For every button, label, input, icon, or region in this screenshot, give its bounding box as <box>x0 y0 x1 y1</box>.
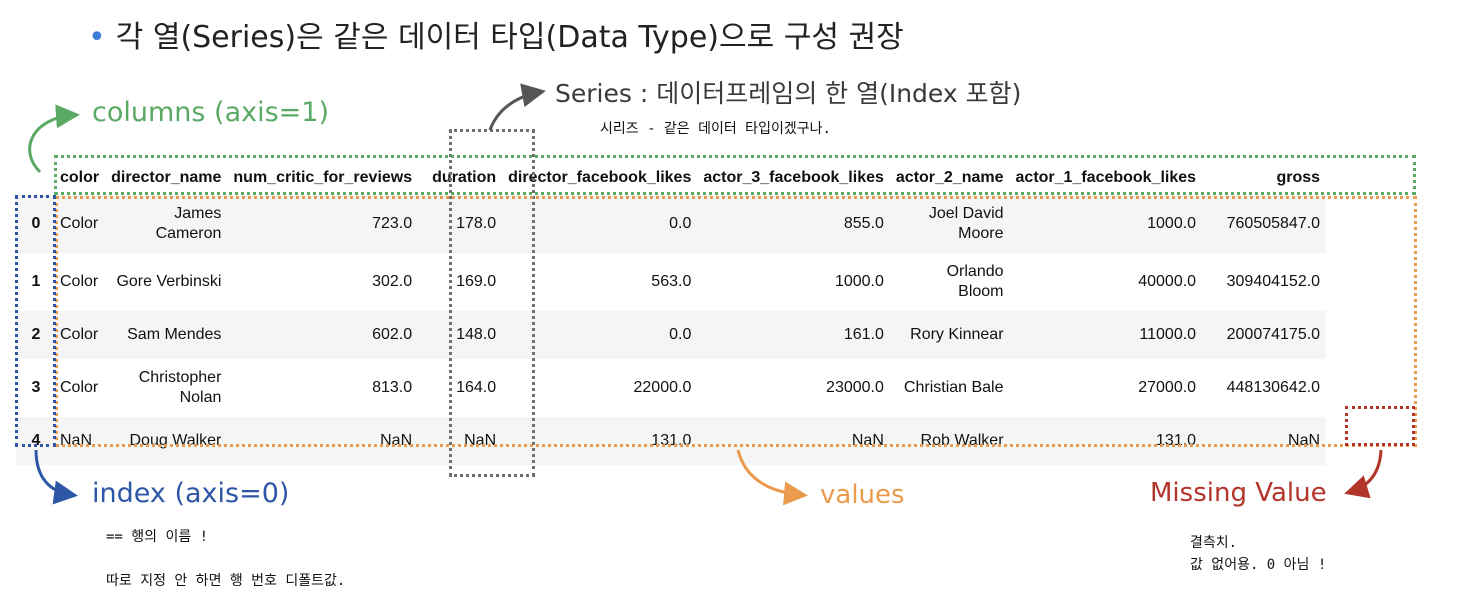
values-label: values <box>820 480 905 510</box>
values-arrow <box>736 449 808 506</box>
cell-actor3-fb: 1000.0 <box>834 273 884 290</box>
cell-color: Color <box>60 379 99 396</box>
columns-box <box>54 155 1416 195</box>
column-header-num-critic: num_critic_for_reviews <box>233 168 413 186</box>
cell-director-name: Sam Mendes <box>127 326 222 343</box>
index-label: index (axis=0) <box>92 478 290 509</box>
cell-gross: 200074175.0 <box>1226 326 1321 343</box>
heading: • 각 열(Series)은 같은 데이터 타입(Data Type)으로 구성 … <box>88 12 904 56</box>
cell-director-name: James Cameron <box>105 195 227 253</box>
cell-actor1-fb: 27000.0 <box>1138 379 1197 396</box>
cell-color: Color <box>60 215 99 232</box>
cell-actor3-fb: 855.0 <box>843 215 884 232</box>
cell-actor2-name: Orlando Bloom <box>890 253 1010 311</box>
cell-actor2-name: Joel David Moore <box>890 195 1010 253</box>
table-row: 1 Color Gore Verbinski 302.0 169.0 563.0… <box>16 253 1326 311</box>
cell-actor1-fb: 1000.0 <box>1147 215 1197 232</box>
index-arrow <box>34 449 78 505</box>
row-index: 1 <box>31 273 41 290</box>
missing-arrow <box>1344 449 1383 499</box>
cell-director-fb: 22000.0 <box>633 379 692 396</box>
cell-actor2-name: Rory Kinnear <box>910 326 1004 343</box>
index-note-2: 따로 지정 안 하면 행 번호 디폴트값. <box>106 573 346 589</box>
values-box <box>55 196 1417 447</box>
cell-num-critic: 302.0 <box>372 273 413 290</box>
cell-director-name: Christopher Nolan <box>105 359 227 417</box>
cell-gross: 309404152.0 <box>1226 273 1321 290</box>
cell-duration: 178.0 <box>456 215 497 232</box>
table-row: 2 Color Sam Mendes 602.0 148.0 0.0 161.0… <box>16 311 1327 359</box>
heading-text: 각 열(Series)은 같은 데이터 타입(Data Type)으로 구성 권… <box>115 20 904 55</box>
table-row: 3 Color Christopher Nolan 813.0 164.0 220… <box>16 359 1326 417</box>
cell-gross: 760505847.0 <box>1226 215 1321 232</box>
cell-duration: 169.0 <box>456 273 497 290</box>
cell-director-fb: 0.0 <box>669 326 692 343</box>
header-row: color director_name num_critic_for_revie… <box>16 160 1326 195</box>
series-label: Series : 데이터프레임의 한 열(Index 포함) <box>555 79 1022 108</box>
cell-director-name-line: James <box>174 205 222 222</box>
series-box <box>449 129 535 477</box>
column-header-actor3-fb: actor_3_facebook_likes <box>703 168 884 186</box>
row-index: 0 <box>31 215 41 232</box>
index-note-1: == 행의 이름 ! <box>106 529 209 545</box>
cell-actor1-fb: 11000.0 <box>1139 326 1197 343</box>
cell-duration: 164.0 <box>456 379 497 396</box>
cell-actor1-fb: 40000.0 <box>1138 273 1197 290</box>
cell-num-critic: 602.0 <box>372 326 413 343</box>
missing-value-label: Missing Value <box>1150 478 1327 508</box>
cell-actor2-name: Christian Bale <box>903 379 1004 396</box>
cell-color: Color <box>60 326 99 343</box>
cell-director-fb: 0.0 <box>669 215 692 232</box>
bullet-dot: • <box>88 20 106 55</box>
cell-actor3-fb: 161.0 <box>843 326 884 343</box>
table-row: 0 Color James Cameron 723.0 178.0 0.0 855… <box>16 195 1327 253</box>
cell-director-name-line: Nolan <box>179 389 222 406</box>
series-note: 시리즈 - 같은 데이터 타입이겠구나. <box>600 121 831 137</box>
column-header-director-fb: director_facebook_likes <box>508 168 692 186</box>
cell-actor2-name-line: Orlando <box>946 263 1004 280</box>
cell-num-critic: 723.0 <box>372 215 413 232</box>
column-header-actor1-fb: actor_1_facebook_likes <box>1015 168 1197 186</box>
cell-actor2-name-line: Moore <box>958 225 1004 242</box>
cell-director-name: Gore Verbinski <box>116 273 222 290</box>
cell-director-name-line: Cameron <box>155 225 222 242</box>
cell-color: Color <box>60 273 99 290</box>
cell-gross: 448130642.0 <box>1226 379 1321 396</box>
index-box <box>15 195 56 447</box>
column-header-color: color <box>60 168 100 186</box>
column-header-director-name: director_name <box>111 168 222 186</box>
column-header-gross: gross <box>1276 168 1321 186</box>
column-header-actor2-name: actor_2_name <box>895 168 1004 186</box>
column-header-duration: duration <box>432 168 497 186</box>
missing-value-box <box>1345 406 1415 446</box>
missing-note-2: 값 없어용. 0 아님 ! <box>1190 557 1327 573</box>
cell-num-critic: 813.0 <box>372 379 413 396</box>
cell-director-name-line: Christopher <box>138 369 222 386</box>
cell-actor2-name-line: Joel David <box>928 205 1004 222</box>
cell-actor3-fb: 23000.0 <box>826 379 884 396</box>
row-index: 4 <box>31 432 41 449</box>
columns-label: columns (axis=1) <box>92 97 330 128</box>
cell-actor2-name-line: Bloom <box>958 283 1004 300</box>
row-index: 3 <box>31 379 41 396</box>
cell-director-fb: 563.0 <box>651 273 692 290</box>
row-index: 2 <box>31 326 41 343</box>
cell-duration: 148.0 <box>456 326 497 343</box>
missing-note-1: 결측치. <box>1190 535 1238 551</box>
columns-arrow <box>28 104 80 174</box>
series-arrow <box>488 83 546 131</box>
